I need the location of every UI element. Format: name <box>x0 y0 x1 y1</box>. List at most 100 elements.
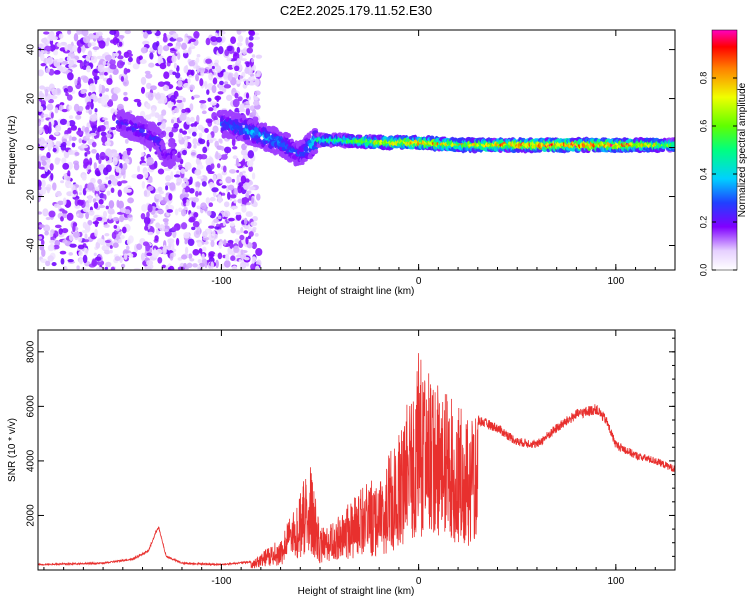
noise-speckle <box>112 242 119 249</box>
noise-speckle <box>176 65 180 72</box>
noise-speckle <box>41 248 46 257</box>
noise-speckle <box>143 170 149 179</box>
noise-speckle <box>219 80 224 86</box>
noise-speckle <box>146 30 153 35</box>
noise-speckle <box>153 214 158 218</box>
noise-speckle <box>168 193 173 201</box>
noise-speckle <box>184 161 192 171</box>
noise-speckle <box>95 241 101 249</box>
noise-speckle <box>136 243 143 250</box>
noise-speckle <box>74 79 78 86</box>
snr-x-label: Height of straight line (km) <box>298 586 415 597</box>
noise-speckle <box>64 43 68 52</box>
noise-speckle <box>199 78 204 87</box>
noise-speckle <box>144 251 148 258</box>
noise-speckle <box>218 138 223 143</box>
noise-speckle <box>98 204 106 209</box>
noise-speckle <box>184 193 190 198</box>
noise-speckle <box>73 33 79 42</box>
noise-speckle <box>193 144 197 149</box>
noise-speckle <box>82 254 88 264</box>
noise-speckle <box>215 65 222 73</box>
noise-speckle <box>198 138 206 145</box>
noise-speckle <box>217 91 224 95</box>
noise-speckle <box>59 250 67 255</box>
noise-speckle <box>90 177 96 184</box>
noise-speckle <box>251 241 257 250</box>
noise-speckle <box>212 77 218 85</box>
noise-speckle <box>44 88 49 97</box>
noise-speckle <box>254 73 259 78</box>
noise-speckle <box>54 224 62 229</box>
noise-speckle <box>175 238 180 246</box>
noise-speckle <box>117 189 122 197</box>
noise-speckle <box>46 152 51 159</box>
noise-speckle <box>99 93 103 97</box>
noise-speckle <box>116 199 120 208</box>
noise-speckle <box>205 37 211 46</box>
noise-speckle <box>251 197 255 204</box>
noise-speckle <box>233 199 237 204</box>
noise-speckle <box>242 48 247 55</box>
noise-speckle <box>72 189 77 195</box>
noise-speckle <box>181 42 187 50</box>
noise-speckle <box>141 204 148 212</box>
noise-speckle <box>193 212 199 218</box>
noise-speckle <box>56 158 61 162</box>
noise-speckle <box>94 77 98 85</box>
noise-speckle <box>234 65 240 72</box>
y-tick-label: 2000 <box>26 504 37 527</box>
noise-speckle <box>164 228 169 233</box>
noise-speckle <box>216 163 221 169</box>
colorbar-tick-label: 0.4 <box>698 168 708 181</box>
noise-speckle <box>53 244 60 250</box>
noise-speckle <box>195 157 201 165</box>
noise-speckle <box>178 132 183 141</box>
noise-speckle <box>241 205 247 213</box>
noise-speckle <box>207 133 212 142</box>
noise-speckle <box>40 62 47 67</box>
noise-speckle <box>50 172 54 181</box>
noise-speckle <box>154 93 162 100</box>
noise-speckle <box>60 180 65 184</box>
noise-speckle <box>77 199 82 205</box>
noise-speckle <box>76 130 84 136</box>
noise-speckle <box>145 103 149 109</box>
colorbar-tick-label: 0.6 <box>698 120 708 133</box>
noise-speckle <box>176 99 183 104</box>
noise-speckle <box>175 72 181 79</box>
noise-speckle <box>140 76 147 85</box>
noise-speckle <box>230 205 238 210</box>
noise-speckle <box>97 178 103 185</box>
noise-speckle <box>254 90 261 96</box>
noise-speckle <box>240 30 247 33</box>
noise-speckle <box>43 31 50 35</box>
noise-speckle <box>239 103 245 110</box>
noise-speckle <box>183 232 190 239</box>
noise-speckle <box>239 234 245 241</box>
noise-speckle <box>236 30 242 35</box>
noise-speckle <box>148 62 155 68</box>
noise-speckle <box>245 62 250 68</box>
noise-speckle <box>99 186 107 191</box>
noise-speckle <box>237 184 243 194</box>
noise-speckle <box>67 170 71 178</box>
noise-speckle <box>123 253 128 260</box>
noise-speckle <box>245 262 250 267</box>
noise-speckle <box>38 211 42 215</box>
noise-speckle <box>88 209 95 216</box>
noise-speckle <box>119 214 125 223</box>
noise-speckle <box>73 162 80 171</box>
noise-speckle <box>217 195 223 204</box>
noise-speckle <box>184 246 189 255</box>
noise-speckle <box>208 202 214 208</box>
noise-speckle <box>91 148 97 154</box>
noise-speckle <box>78 138 83 144</box>
noise-speckle <box>222 165 227 173</box>
noise-speckle <box>85 211 90 220</box>
noise-speckle <box>66 94 73 101</box>
noise-speckle <box>56 141 62 145</box>
colorbar-label: Normalized spectral amplitude <box>737 82 748 217</box>
noise-speckle <box>59 118 68 126</box>
